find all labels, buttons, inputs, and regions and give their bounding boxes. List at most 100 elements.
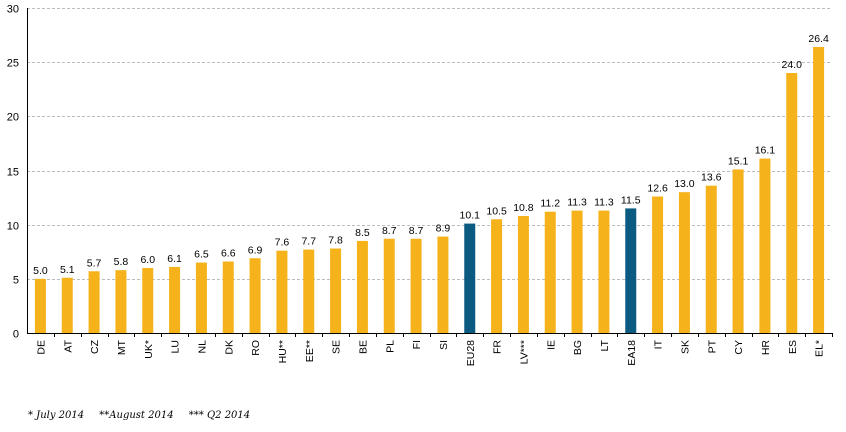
x-tick-label: EE** <box>304 340 316 362</box>
footnote-q2-2014: *** Q2 2014 <box>188 410 251 421</box>
x-tick-label: CY <box>733 340 745 355</box>
bar-ee <box>303 249 315 333</box>
bar-eu28 <box>464 223 476 333</box>
bar-lt <box>598 210 610 333</box>
data-label: 11.2 <box>540 198 560 210</box>
bar-at <box>61 277 73 333</box>
x-tick-label: MT <box>116 339 128 355</box>
data-label: 10.1 <box>460 210 481 222</box>
bar-dk <box>222 261 234 333</box>
x-tick-label: SI <box>438 340 450 350</box>
bar-fr <box>491 219 503 333</box>
x-tick-label: PT <box>706 339 718 353</box>
x-tick-label: DK <box>223 340 235 355</box>
footnote-july-2014: * July 2014 <box>28 410 85 421</box>
footnote-august-2014: **August 2014 <box>99 410 174 421</box>
data-label: 11.3 <box>594 197 614 209</box>
data-label: 5.7 <box>87 257 102 269</box>
x-tick-label: RO <box>250 340 262 356</box>
x-tick-label: DE <box>35 340 47 355</box>
data-label: 11.5 <box>621 194 641 206</box>
bar-si <box>437 236 449 333</box>
data-label: 7.6 <box>275 237 290 249</box>
data-label: 8.7 <box>382 225 397 237</box>
bar-pl <box>383 238 395 333</box>
data-label: 6.6 <box>221 248 236 260</box>
data-label: 24.0 <box>782 59 803 71</box>
bar-cz <box>88 271 100 333</box>
data-label: 5.1 <box>60 264 75 276</box>
x-tick-label: LT <box>599 339 611 351</box>
data-label: 13.6 <box>701 172 722 184</box>
x-tick-label: CZ <box>89 339 101 354</box>
x-tick-label: LV*** <box>518 340 530 364</box>
x-tick-label: SE <box>331 340 343 354</box>
bar-pt <box>705 185 717 333</box>
x-tick-label: SK <box>679 340 691 354</box>
x-tick-label: EA18 <box>626 340 638 366</box>
data-label: 10.5 <box>486 205 507 217</box>
bar-it <box>652 196 664 333</box>
data-label: 16.1 <box>755 145 776 157</box>
data-label: 11.3 <box>567 197 587 209</box>
bar-ea18 <box>625 208 637 333</box>
x-tick-label: IE <box>545 340 557 350</box>
bar-chart: 0 5 10 15 20 25 30 5.0 DE 5.1 AT 5.7 CZ 5.8 MT 6.0 UK* 6.… <box>7 4 833 366</box>
x-tick-label: BG <box>572 340 584 355</box>
x-tick-label: NL <box>196 340 208 354</box>
bar-hr <box>759 158 771 333</box>
data-label: 13.0 <box>674 178 695 190</box>
x-tick-label: ES <box>787 340 799 354</box>
x-tick-label: EU28 <box>465 340 477 366</box>
bar-se <box>330 248 342 333</box>
bar-lv <box>517 216 529 333</box>
bar-ie <box>544 211 556 333</box>
bar-el <box>813 47 825 333</box>
x-tick-label: EL* <box>814 340 826 357</box>
data-label: 6.1 <box>167 253 182 265</box>
bar-ro <box>249 258 261 333</box>
data-label: 26.4 <box>808 33 829 45</box>
data-label: 6.0 <box>140 254 155 266</box>
data-label: 5.8 <box>114 256 129 268</box>
data-label: 5.0 <box>33 265 48 277</box>
data-label: 10.8 <box>513 202 534 214</box>
data-label: 7.8 <box>328 235 343 247</box>
data-label: 7.7 <box>301 236 316 248</box>
x-tick-label: UK* <box>143 340 155 359</box>
y-tick-label: 5 <box>13 275 19 287</box>
x-tick-label: FI <box>411 340 423 349</box>
data-label: 15.1 <box>728 155 749 167</box>
data-label: 6.9 <box>248 244 263 256</box>
x-tick-label: AT <box>62 339 74 352</box>
bar-mt <box>115 270 127 333</box>
footnotes: * July 2014 **August 2014 *** Q2 2014 <box>28 410 262 421</box>
data-label: 6.5 <box>194 249 209 261</box>
y-tick-label: 10 <box>7 221 19 233</box>
bar-cy <box>732 169 744 333</box>
data-label: 8.5 <box>355 227 370 239</box>
bar-sk <box>678 192 690 333</box>
y-tick-label: 20 <box>7 112 19 124</box>
y-tick-label: 15 <box>7 167 19 179</box>
bar-lu <box>169 266 181 333</box>
bar-nl <box>195 262 207 333</box>
x-tick-label: HU** <box>277 340 289 363</box>
x-tick-label: HR <box>760 340 772 356</box>
bar-hu <box>276 250 288 333</box>
x-tick-label: PL <box>384 340 396 353</box>
y-tick-label: 0 <box>13 329 19 341</box>
data-label: 8.7 <box>409 225 424 237</box>
x-tick-label: IT <box>653 339 665 349</box>
bar-uk <box>142 268 154 333</box>
x-tick-label: LU <box>170 340 182 353</box>
x-tick-label: FR <box>492 340 504 354</box>
data-label: 12.6 <box>647 183 668 195</box>
bar-es <box>786 73 798 333</box>
bar-bg <box>571 210 583 333</box>
y-tick-label: 25 <box>7 58 19 70</box>
x-tick-label: BE <box>357 340 369 354</box>
y-tick-label: 30 <box>7 4 19 16</box>
bar-de <box>34 278 46 333</box>
bar-fi <box>410 238 422 333</box>
